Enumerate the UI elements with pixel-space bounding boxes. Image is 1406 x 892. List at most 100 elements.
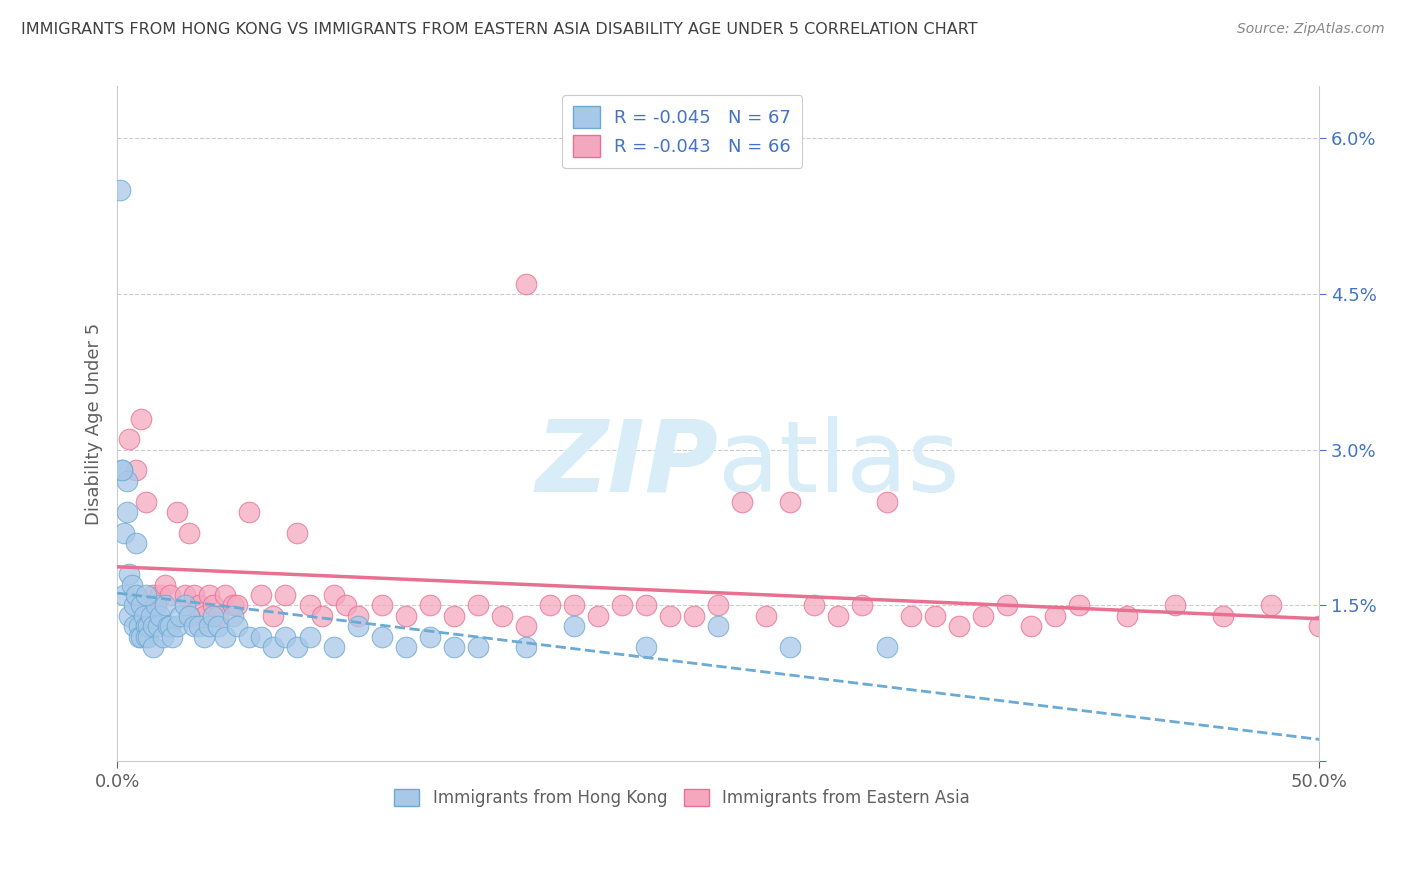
Point [683, 608, 706, 623]
Text: ZIP: ZIP [536, 416, 718, 513]
Point [207, 619, 229, 633]
Point [900, 608, 922, 623]
Point [173, 599, 195, 613]
Point [155, 599, 177, 613]
Point [187, 599, 209, 613]
Point [238, 505, 260, 519]
Point [972, 608, 994, 623]
Point [159, 619, 181, 633]
Point [1212, 608, 1234, 623]
Point [538, 599, 561, 613]
Point [515, 619, 537, 633]
Point [118, 432, 141, 446]
Point [145, 599, 167, 613]
Point [125, 463, 148, 477]
Point [202, 608, 225, 623]
Point [118, 608, 141, 623]
Point [179, 608, 201, 623]
Point [118, 567, 141, 582]
Point [250, 630, 273, 644]
Point [226, 599, 249, 613]
Point [610, 599, 633, 613]
Point [755, 608, 778, 623]
Point [142, 640, 165, 654]
Point [995, 599, 1018, 613]
Point [129, 411, 152, 425]
Point [370, 599, 392, 613]
Point [122, 619, 145, 633]
Text: Source: ZipAtlas.com: Source: ZipAtlas.com [1237, 22, 1385, 37]
Point [207, 608, 229, 623]
Point [335, 599, 357, 613]
Point [149, 608, 172, 623]
Point [125, 588, 148, 602]
Point [562, 619, 585, 633]
Point [1164, 599, 1187, 613]
Point [562, 599, 585, 613]
Point [166, 505, 188, 519]
Point [115, 505, 138, 519]
Point [803, 599, 825, 613]
Point [111, 463, 134, 477]
Point [183, 619, 205, 633]
Point [111, 463, 134, 477]
Point [152, 630, 174, 644]
Point [876, 640, 898, 654]
Point [298, 630, 321, 644]
Point [250, 588, 273, 602]
Point [112, 588, 135, 602]
Point [1308, 619, 1330, 633]
Point [138, 630, 160, 644]
Point [129, 630, 152, 644]
Point [179, 525, 201, 540]
Point [197, 588, 219, 602]
Point [322, 640, 344, 654]
Point [193, 608, 215, 623]
Point [139, 608, 162, 623]
Point [166, 619, 188, 633]
Point [115, 474, 138, 488]
Point [395, 640, 418, 654]
Point [187, 619, 209, 633]
Point [1260, 599, 1282, 613]
Point [132, 608, 155, 623]
Point [169, 608, 191, 623]
Point [129, 599, 152, 613]
Point [221, 608, 243, 623]
Point [515, 640, 537, 654]
Point [467, 640, 489, 654]
Point [779, 640, 801, 654]
Point [156, 619, 179, 633]
Point [214, 630, 236, 644]
Point [586, 608, 609, 623]
Point [226, 619, 249, 633]
Point [179, 608, 201, 623]
Legend: Immigrants from Hong Kong, Immigrants from Eastern Asia: Immigrants from Hong Kong, Immigrants fr… [388, 782, 977, 814]
Point [827, 608, 849, 623]
Point [193, 630, 215, 644]
Text: atlas: atlas [718, 416, 960, 513]
Point [202, 599, 225, 613]
Point [779, 494, 801, 508]
Point [142, 588, 165, 602]
Point [274, 588, 297, 602]
Point [443, 640, 465, 654]
Text: IMMIGRANTS FROM HONG KONG VS IMMIGRANTS FROM EASTERN ASIA DISABILITY AGE UNDER 5: IMMIGRANTS FROM HONG KONG VS IMMIGRANTS … [21, 22, 977, 37]
Point [443, 608, 465, 623]
Point [173, 588, 195, 602]
Point [135, 619, 157, 633]
Point [238, 630, 260, 644]
Point [346, 608, 368, 623]
Point [287, 525, 309, 540]
Point [221, 599, 243, 613]
Point [138, 619, 160, 633]
Point [162, 630, 184, 644]
Point [419, 630, 441, 644]
Point [1116, 608, 1139, 623]
Point [287, 640, 309, 654]
Point [135, 588, 157, 602]
Point [395, 608, 418, 623]
Point [419, 599, 441, 613]
Point [707, 619, 730, 633]
Point [128, 619, 150, 633]
